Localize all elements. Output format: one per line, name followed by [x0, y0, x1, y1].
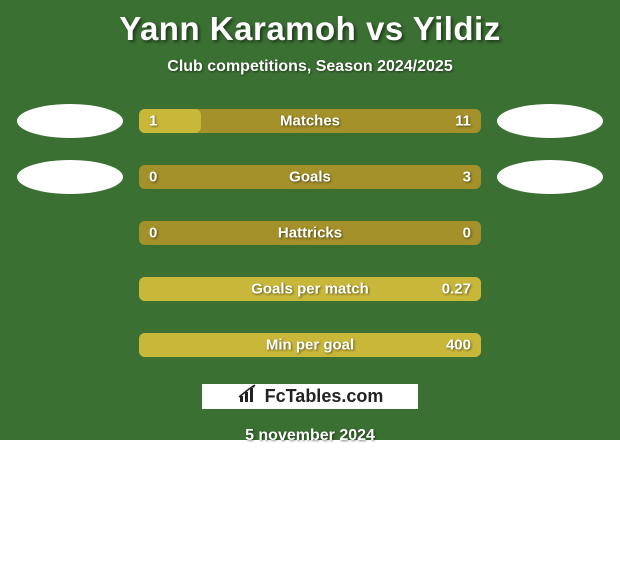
stat-label: Goals per match [251, 281, 369, 298]
stat-left-value: 0 [149, 169, 157, 186]
brand-text: FcTables.com [265, 386, 384, 407]
stat-bar: 0 Hattricks 0 [139, 221, 481, 245]
brand-box[interactable]: FcTables.com [202, 384, 418, 409]
stat-right-value: 0.27 [442, 281, 471, 298]
subtitle: Club competitions, Season 2024/2025 [167, 58, 452, 76]
stat-bar: 1 Matches 11 [139, 109, 481, 133]
stat-label: Matches [280, 113, 340, 130]
stat-row: Goals per match 0.27 [8, 272, 612, 306]
stat-label: Goals [289, 169, 331, 186]
right-oval [497, 104, 603, 138]
stat-left-value: 1 [149, 113, 157, 130]
date-text: 5 november 2024 [245, 427, 375, 445]
page-title: Yann Karamoh vs Yildiz [119, 10, 500, 48]
right-oval [497, 160, 603, 194]
stat-right-value: 400 [446, 337, 471, 354]
stat-label: Hattricks [278, 225, 342, 242]
stat-row: Min per goal 400 [8, 328, 612, 362]
stat-row: 0 Goals 3 [8, 160, 612, 194]
stat-bar: Goals per match 0.27 [139, 277, 481, 301]
left-oval [17, 160, 123, 194]
left-spacer [17, 272, 123, 306]
left-spacer [17, 216, 123, 250]
comparison-panel: Yann Karamoh vs Yildiz Club competitions… [0, 0, 620, 440]
stat-bar: 0 Goals 3 [139, 165, 481, 189]
chart-icon [237, 384, 259, 409]
stat-row: 0 Hattricks 0 [8, 216, 612, 250]
right-spacer [497, 328, 603, 362]
stat-rows: 1 Matches 11 0 Goals 3 0 Hattricks 0 Goals per ma… [8, 104, 612, 362]
right-spacer [497, 216, 603, 250]
left-oval [17, 104, 123, 138]
stat-left-value: 0 [149, 225, 157, 242]
stat-row: 1 Matches 11 [8, 104, 612, 138]
stat-right-value: 0 [463, 225, 471, 242]
right-spacer [497, 272, 603, 306]
stat-label: Min per goal [266, 337, 354, 354]
stat-bar: Min per goal 400 [139, 333, 481, 357]
stat-right-value: 3 [463, 169, 471, 186]
stat-right-value: 11 [455, 113, 471, 130]
left-spacer [17, 328, 123, 362]
